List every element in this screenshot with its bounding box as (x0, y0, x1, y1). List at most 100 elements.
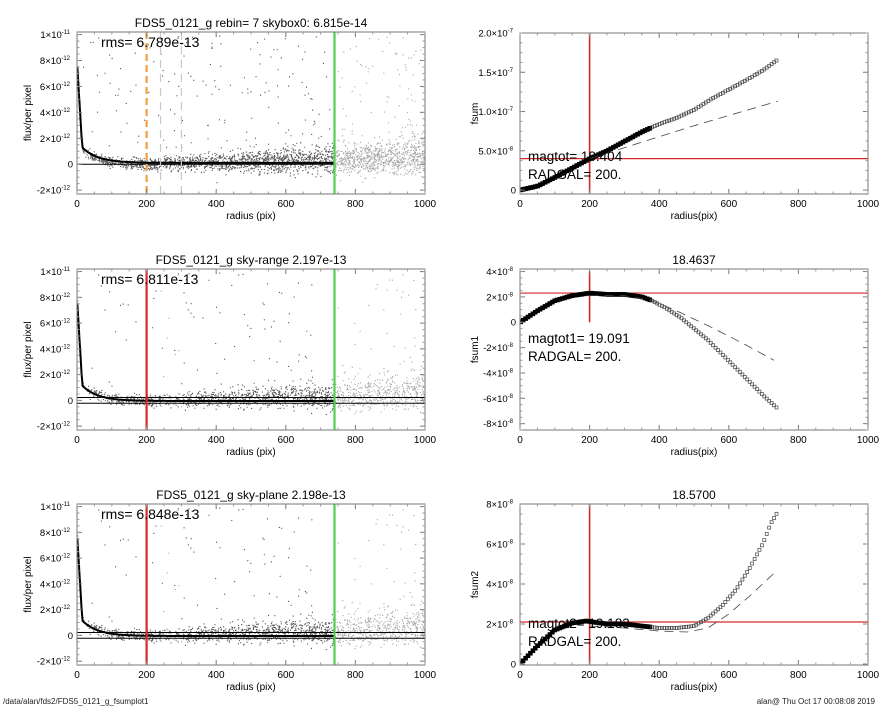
chart-title: FDS5_0121_g rebin= 7 skybox0: 6.815e-14 (135, 16, 368, 30)
x-tick-label: 1000 (414, 435, 437, 446)
fsum-point (760, 543, 764, 548)
fsum-point (750, 382, 754, 387)
x-tick-label: 0 (74, 435, 80, 446)
x-tick-label: 600 (720, 435, 737, 446)
fsum-point (686, 624, 691, 629)
fsum-point (735, 585, 740, 590)
plot-frame (76, 503, 426, 666)
fsum-point (689, 109, 694, 114)
x-tick-label: 600 (720, 199, 737, 210)
fsum-point (740, 372, 745, 377)
fsum-point (684, 625, 689, 629)
fsum-point (740, 577, 745, 582)
rms-annotation: rms= 6.811e-13 (101, 271, 199, 287)
fsum-point (667, 626, 672, 630)
fsum-point (728, 594, 733, 599)
footer-path: /data/alan/fds2/FDS5_0121_g_fsumplot1 (3, 697, 149, 706)
fsum-point (733, 365, 737, 370)
x-tick-label: 200 (581, 435, 598, 446)
fsum-point (682, 625, 686, 630)
plot-area (77, 269, 425, 430)
fsum-point (774, 58, 779, 63)
model-dashed-line (589, 100, 778, 160)
x-tick-label: 400 (208, 199, 225, 210)
fsum-point (772, 403, 776, 408)
y-tick-label: 2×10-12 (40, 605, 71, 616)
fsum-point (525, 653, 531, 659)
magtot-annotation: magtot1= 19.091 (528, 331, 630, 346)
fsum-point (747, 379, 752, 384)
fsum-series (520, 511, 779, 665)
x-tick-label: 200 (138, 199, 155, 210)
fsum-point (769, 401, 774, 405)
fsum-point (694, 328, 698, 333)
radgal-annotation: RADGAL= 200. (528, 634, 621, 649)
plot-area (520, 504, 868, 665)
fsum-point (660, 626, 664, 630)
fsum-point (762, 538, 767, 543)
fsum-point (745, 377, 750, 382)
y-tick-label: 1×10-11 (40, 30, 70, 41)
fsum-point (682, 318, 686, 323)
fsum-point (674, 115, 679, 120)
fsum-point (665, 119, 669, 124)
y-tick-label: 8×10-12 (40, 528, 71, 539)
x-tick-label: 0 (74, 670, 80, 681)
fsum-point (520, 658, 526, 664)
scatter-points-inner (77, 507, 336, 651)
fsum-point (745, 570, 750, 574)
fsum-point (528, 650, 533, 656)
fsum-point (674, 626, 679, 630)
x-tick-label: 0 (517, 199, 523, 210)
fsum-point (713, 345, 718, 350)
fsum-point (713, 609, 718, 614)
fsum-point (742, 573, 747, 578)
y-tick-label: -2×10-12 (37, 657, 71, 668)
mean-profile-line (77, 66, 335, 164)
x-tick-label: 600 (277, 435, 294, 446)
x-tick-label: 400 (651, 199, 668, 210)
plot-frame (76, 31, 426, 195)
fsum-point (677, 625, 681, 630)
fsum-point (706, 615, 711, 620)
fsum-point (735, 367, 740, 372)
fsum-point (655, 123, 659, 127)
fsum-point (657, 626, 662, 630)
x-axis-label: radius (pix) (226, 211, 275, 222)
fsum-point (672, 626, 677, 630)
fsum-point (696, 330, 701, 335)
y-tick-label: 6×10-12 (40, 82, 71, 93)
fsum-point (711, 611, 715, 616)
panel-fsum2: magtot2= 19.183 RADGAL= 200. 0 200 400 600 800… (470, 488, 880, 693)
fsum-point (684, 320, 689, 325)
plot-area (520, 271, 868, 410)
fsum-point (757, 547, 762, 552)
chart-title: FDS5_0121_g sky-plane 2.198e-13 (156, 488, 346, 502)
y-tick-label: 4×10-12 (40, 108, 71, 119)
x-axis-label: radius(pix) (671, 682, 718, 693)
y-tick-label: 6×10-12 (40, 554, 71, 565)
x-tick-label: 1000 (857, 199, 880, 210)
y-tick-label: -2×10-12 (37, 186, 71, 197)
fsum-point (701, 334, 706, 339)
x-tick-label: 200 (138, 435, 155, 446)
y-tick-label: -2×10-12 (37, 422, 71, 433)
y-axis-label: fsum1 (470, 335, 481, 363)
y-tick-label: 6×10-12 (40, 319, 71, 330)
fsum-point (669, 117, 674, 122)
fsum-point (523, 655, 528, 661)
fsum-point (755, 552, 759, 557)
fsum-point (669, 626, 674, 630)
scatter-points-outer (334, 36, 425, 183)
fsum-point (665, 626, 669, 630)
y-tick-label: 0 (511, 660, 516, 671)
plot-area (77, 504, 425, 665)
fsum-series (520, 290, 779, 410)
x-axis-label: radius (pix) (226, 682, 275, 693)
panel-fsum1: magtot1= 19.091 RADGAL= 200. 0 200 400 600 800… (470, 253, 880, 458)
fsum-point (679, 316, 684, 321)
y-tick-label: 4×10-12 (40, 579, 71, 590)
x-tick-label: 200 (581, 670, 598, 681)
x-tick-label: 400 (651, 435, 668, 446)
fsum-point (684, 111, 689, 116)
